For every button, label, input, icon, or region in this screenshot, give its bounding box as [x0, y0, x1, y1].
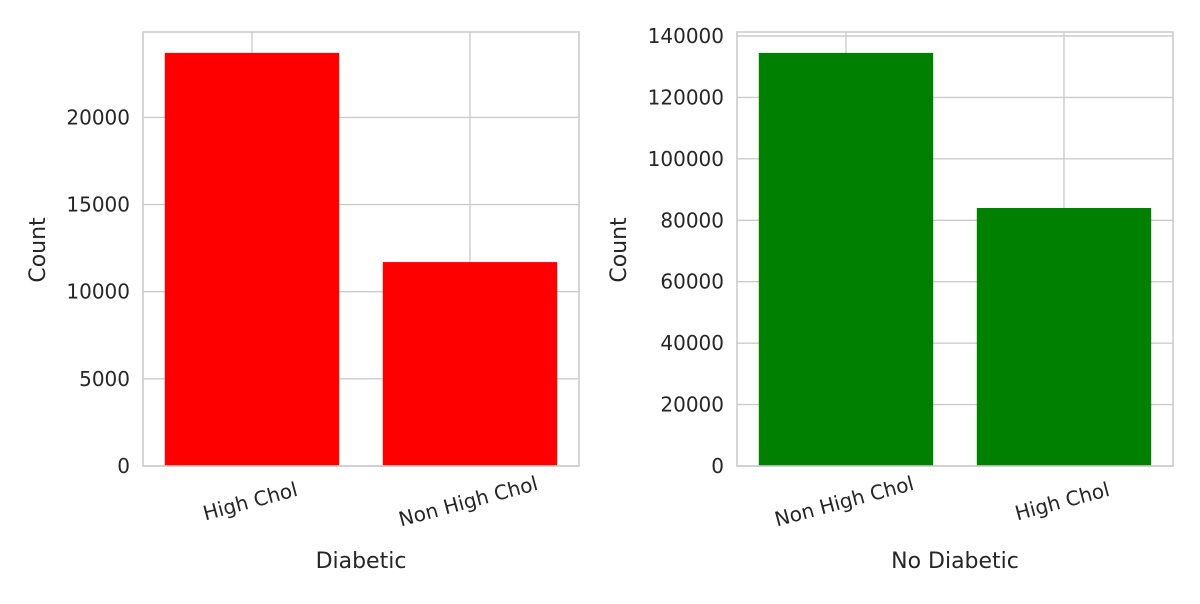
bar-series — [758, 52, 1152, 467]
y-tick-label: 60000 — [660, 270, 724, 294]
bar-series — [164, 52, 558, 467]
x-axis-label: No Diabetic — [891, 549, 1019, 574]
y-tick-label: 10000 — [66, 280, 130, 304]
bar — [976, 207, 1152, 466]
x-tick-label: Non High Chol — [396, 471, 540, 531]
plot-frame — [142, 31, 580, 467]
y-tick-label: 15000 — [66, 193, 130, 217]
chart-panel-no-diabetic: Count No Diabetic 0 20000 40000 60000 80000 1… — [607, 24, 1174, 574]
y-tick-label: 80000 — [660, 208, 724, 232]
y-tick-label: 5000 — [79, 367, 130, 391]
y-tick-label: 120000 — [648, 85, 724, 109]
y-axis-label: Count — [607, 217, 632, 283]
bar — [164, 52, 340, 467]
y-tick-label: 20000 — [660, 393, 724, 417]
y-axis-label: Count — [26, 217, 51, 283]
plot-frame — [736, 31, 1174, 467]
x-tick-label: Non High Chol — [772, 471, 916, 531]
x-axis-label: Diabetic — [316, 549, 407, 574]
y-tick-label: 0 — [117, 454, 130, 478]
x-tick-label: High Chol — [1012, 477, 1112, 525]
bar — [382, 262, 558, 466]
x-tick-label: High Chol — [200, 477, 300, 525]
bar — [758, 52, 934, 467]
y-tick-label: 140000 — [648, 24, 724, 48]
y-tick-label: 100000 — [648, 147, 724, 171]
chart-panel-diabetic: Count Diabetic 0 5000 10000 15000 20000 High … — [26, 31, 580, 574]
y-tick-label: 40000 — [660, 331, 724, 355]
y-tick-label: 0 — [711, 454, 724, 478]
y-tick-label: 20000 — [66, 105, 130, 129]
